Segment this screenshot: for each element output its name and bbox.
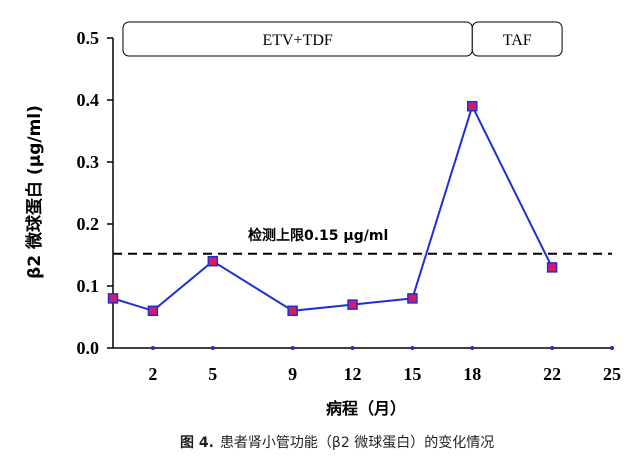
y-tick-label: 0.2 [77, 214, 100, 234]
reference-line-label: 检测上限0.15 μg/ml [248, 227, 388, 244]
x-tick-mark [150, 346, 155, 350]
treatment-band-label: TAF [503, 32, 532, 49]
y-axis-label: β2 微球蛋白 (μg/ml) [24, 105, 45, 279]
data-point [467, 100, 478, 112]
series-group [107, 100, 558, 317]
y-tick-label: 0.5 [77, 28, 100, 48]
x-tick-mark [350, 346, 355, 350]
caption-prefix: 图 4. [180, 435, 214, 451]
y-tick-label: 0.1 [77, 276, 100, 296]
reference-line-group: 检测上限0.15 μg/ml [113, 227, 612, 255]
x-tick-label: 18 [463, 364, 481, 384]
data-point [407, 293, 418, 304]
y-tick-label: 0.3 [77, 152, 100, 172]
data-point [107, 293, 119, 304]
x-tick-mark [610, 346, 614, 350]
x-tick-mark [410, 346, 415, 350]
data-point [207, 255, 219, 267]
data-point [287, 305, 298, 317]
x-tick-label: 15 [403, 364, 421, 384]
caption-text: 患者肾小管功能（β2 微球蛋白）的变化情况 [220, 435, 494, 451]
x-tick-mark [470, 346, 475, 350]
treatment-band-label: ETV+TDF [262, 32, 332, 49]
x-tick-label: 25 [603, 364, 621, 384]
data-point [147, 305, 159, 317]
x-tick-label: 12 [344, 364, 362, 384]
x-tick-mark [210, 346, 215, 350]
x-tick-mark [290, 346, 295, 350]
x-tick-label: 9 [288, 364, 297, 384]
x-axis-label: 病程（月） [326, 399, 406, 418]
y-tick-label: 0.4 [77, 90, 100, 110]
figure-caption: 图 4. 患者肾小管功能（β2 微球蛋白）的变化情况 [180, 435, 494, 451]
data-point [546, 262, 558, 273]
treatment-band [471, 21, 563, 57]
axes: 0.00.10.20.30.40.52 5 9 12 15 18 22 25 [77, 28, 622, 384]
data-point [347, 299, 358, 310]
x-tick-label: 22 [543, 364, 561, 384]
x-tick-mark [550, 346, 555, 350]
treatment-bands: ETV+TDF TAF [122, 21, 563, 57]
series-line [112, 103, 554, 312]
y-tick-label: 0.0 [77, 338, 100, 358]
x-tick-label: 2 [148, 364, 157, 384]
x-tick-label: 5 [208, 364, 217, 384]
